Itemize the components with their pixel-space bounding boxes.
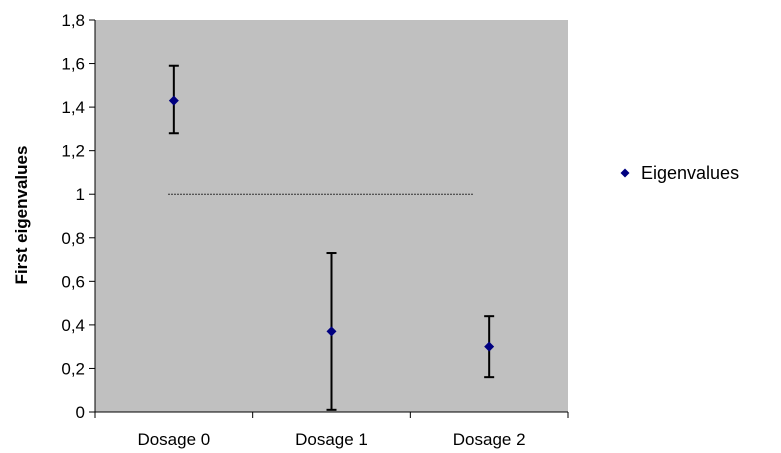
data-point-marker (326, 326, 337, 337)
legend-marker (620, 168, 630, 178)
y-tick-label: 0,4 (61, 316, 85, 335)
x-tick-label: Dosage 0 (137, 430, 210, 449)
y-tick-label: 0 (76, 403, 85, 422)
y-tick-label: 0,2 (61, 359, 85, 378)
y-tick-label: 1,2 (61, 142, 85, 161)
y-tick-label: 0,8 (61, 229, 85, 248)
y-tick-label: 1,8 (61, 11, 85, 30)
x-tick-label: Dosage 2 (453, 430, 526, 449)
y-axis: 0 0,2 0,4 0,6 0,8 1 1,2 1,4 1,6 1,8 (61, 11, 96, 422)
y-tick-label: 1,4 (61, 98, 85, 117)
legend-label: Eigenvalues (641, 163, 739, 183)
x-tick-label: Dosage 1 (295, 430, 368, 449)
y-tick-label: 0,6 (61, 272, 85, 291)
x-axis: Dosage 0 Dosage 1 Dosage 2 (94, 411, 569, 449)
y-axis-title: First eigenvalues (12, 146, 31, 285)
y-tick-label: 1 (76, 185, 85, 204)
data-point-marker (484, 341, 495, 352)
data-point-marker (168, 95, 179, 106)
y-tick-label: 1,6 (61, 55, 85, 74)
legend: Eigenvalues (620, 163, 739, 183)
series-layer (168, 64, 495, 411)
